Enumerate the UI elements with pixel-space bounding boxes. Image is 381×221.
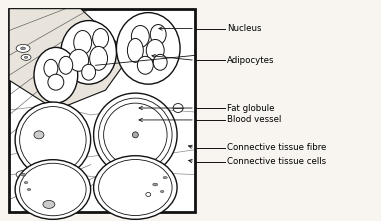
Ellipse shape	[132, 132, 138, 138]
Text: Adipocytes: Adipocytes	[227, 56, 274, 65]
Ellipse shape	[131, 26, 149, 47]
Text: Connective tissue cells: Connective tissue cells	[227, 157, 326, 166]
Ellipse shape	[21, 180, 31, 185]
Ellipse shape	[59, 56, 73, 74]
Ellipse shape	[104, 103, 167, 167]
Ellipse shape	[153, 183, 158, 186]
Ellipse shape	[24, 187, 34, 192]
Ellipse shape	[24, 181, 28, 184]
Ellipse shape	[94, 156, 177, 219]
Ellipse shape	[173, 104, 183, 112]
Ellipse shape	[93, 29, 109, 48]
Ellipse shape	[99, 98, 172, 171]
Ellipse shape	[137, 56, 153, 74]
Ellipse shape	[16, 171, 30, 179]
Ellipse shape	[150, 25, 166, 44]
Ellipse shape	[153, 54, 167, 70]
Ellipse shape	[21, 173, 26, 176]
Bar	[9, 9, 195, 212]
Text: Fat globule: Fat globule	[227, 103, 274, 112]
Ellipse shape	[27, 189, 31, 191]
Ellipse shape	[148, 181, 162, 189]
Polygon shape	[9, 9, 130, 110]
Ellipse shape	[90, 46, 107, 70]
Ellipse shape	[34, 131, 44, 139]
Ellipse shape	[146, 40, 164, 61]
Ellipse shape	[15, 102, 91, 178]
Ellipse shape	[20, 107, 86, 173]
Ellipse shape	[160, 191, 164, 192]
Ellipse shape	[94, 93, 177, 177]
Ellipse shape	[74, 30, 91, 54]
Text: Nucleus: Nucleus	[227, 24, 261, 33]
Ellipse shape	[127, 38, 143, 62]
Ellipse shape	[163, 177, 167, 179]
Ellipse shape	[159, 175, 171, 181]
Ellipse shape	[69, 49, 89, 71]
Ellipse shape	[21, 47, 26, 50]
Ellipse shape	[99, 160, 172, 215]
Ellipse shape	[16, 44, 30, 52]
Ellipse shape	[146, 192, 151, 196]
Text: Connective tissue fibre: Connective tissue fibre	[227, 143, 326, 152]
Ellipse shape	[15, 160, 91, 219]
Ellipse shape	[117, 13, 180, 84]
Ellipse shape	[20, 163, 86, 216]
Ellipse shape	[43, 200, 55, 208]
Ellipse shape	[157, 189, 167, 194]
Ellipse shape	[48, 74, 64, 90]
Text: Blood vessel: Blood vessel	[227, 115, 281, 124]
Ellipse shape	[24, 56, 28, 58]
Ellipse shape	[44, 59, 58, 77]
Ellipse shape	[21, 54, 31, 60]
Ellipse shape	[82, 64, 96, 80]
Ellipse shape	[34, 47, 78, 103]
Ellipse shape	[61, 21, 117, 84]
